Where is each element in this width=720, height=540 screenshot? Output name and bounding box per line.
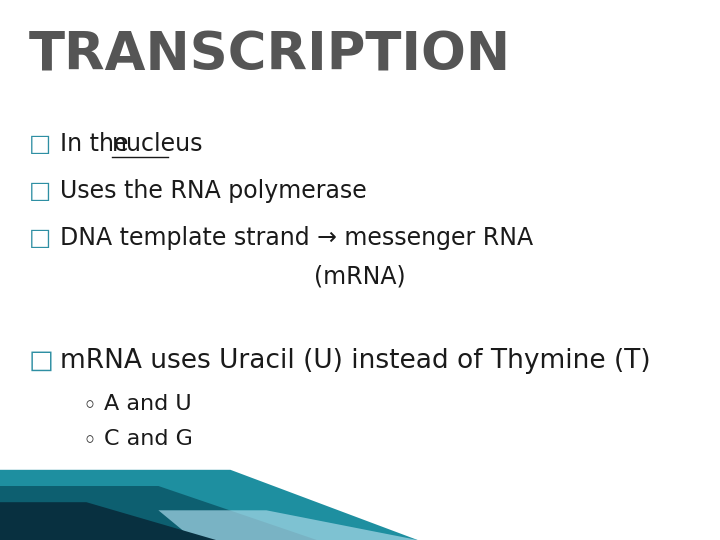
Text: ◦: ◦ <box>83 429 96 453</box>
Text: □: □ <box>29 226 51 250</box>
Polygon shape <box>158 510 418 540</box>
Text: DNA template strand → messenger RNA: DNA template strand → messenger RNA <box>60 226 533 250</box>
Polygon shape <box>0 502 216 540</box>
Text: TRANSCRIPTION: TRANSCRIPTION <box>29 30 511 82</box>
Text: A and U: A and U <box>104 394 192 414</box>
Text: Uses the RNA polymerase: Uses the RNA polymerase <box>60 179 366 203</box>
Text: mRNA uses Uracil (U) instead of Thymine (T): mRNA uses Uracil (U) instead of Thymine … <box>60 348 650 374</box>
Text: (mRNA): (mRNA) <box>314 265 406 288</box>
Text: □: □ <box>29 179 51 203</box>
Polygon shape <box>0 470 418 540</box>
Polygon shape <box>0 486 317 540</box>
Text: □: □ <box>29 132 51 156</box>
Text: nucleus: nucleus <box>112 132 204 156</box>
Text: □: □ <box>29 348 54 374</box>
Text: ◦: ◦ <box>83 394 96 418</box>
Text: C and G: C and G <box>104 429 193 449</box>
Text: In the: In the <box>60 132 136 156</box>
